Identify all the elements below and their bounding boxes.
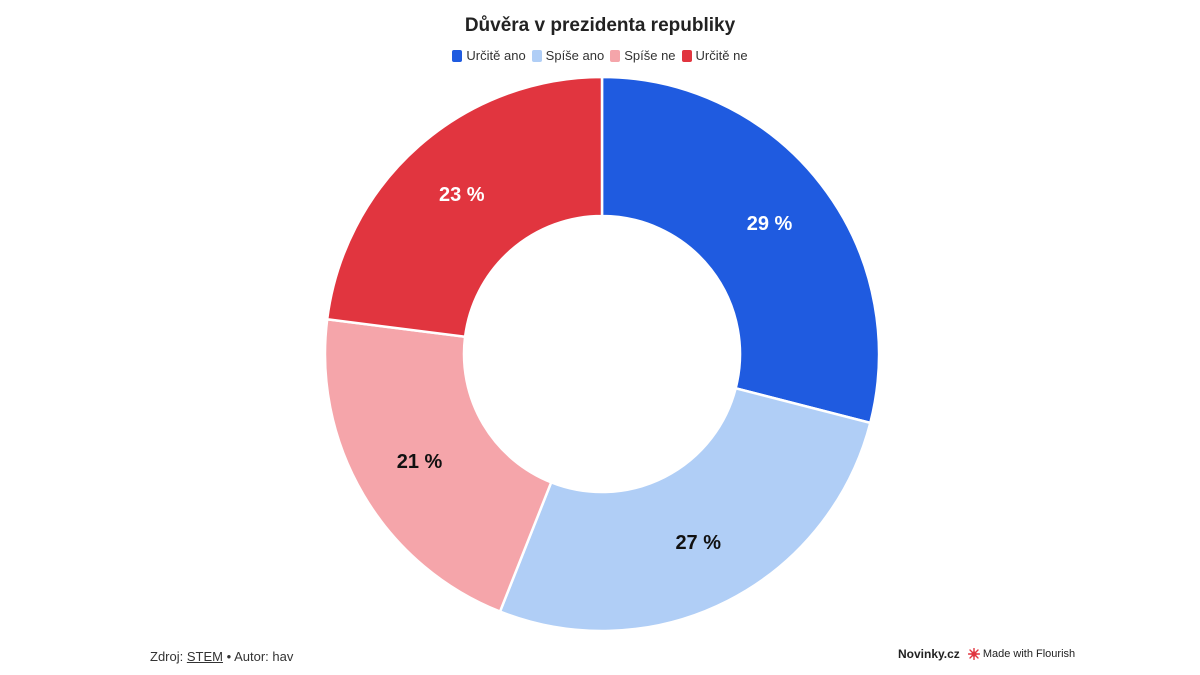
legend-label: Spíše ano: [545, 48, 605, 63]
slice-value-label-0: 29 %: [747, 213, 793, 235]
legend-label: Určitě ano: [466, 48, 526, 63]
legend-swatch: [452, 49, 463, 62]
donut-slice-3[interactable]: [325, 75, 604, 339]
source-link[interactable]: STEM: [186, 649, 223, 664]
legend: Určitě ano Spíše ano Spíše ne Určitě ne: [0, 48, 1200, 63]
brand-logo[interactable]: Novinky.cz: [898, 647, 960, 661]
slice-value-label-1: 27 %: [675, 532, 721, 554]
donut-slice-0[interactable]: [600, 75, 881, 425]
flourish-link[interactable]: Made with Flourish: [967, 648, 1076, 660]
slice-value-label-3: 23 %: [439, 184, 485, 206]
separator: •: [226, 649, 232, 664]
legend-item-urcite-ne[interactable]: Určitě ne: [681, 48, 748, 63]
legend-item-spise-ne[interactable]: Spíše ne: [610, 48, 676, 63]
legend-label: Určitě ne: [695, 48, 748, 63]
donut-slice-2[interactable]: [323, 317, 553, 614]
legend-item-urcite-ano[interactable]: Určitě ano: [452, 48, 526, 63]
legend-swatch: [681, 49, 692, 62]
flourish-icon: [967, 648, 980, 660]
flourish-label: Made with Flourish: [982, 648, 1076, 660]
legend-item-spise-ano[interactable]: Spíše ano: [531, 48, 605, 63]
footer-source: Zdroj: STEM • Autor: hav: [150, 649, 293, 664]
slice-value-label-2: 21 %: [397, 451, 443, 473]
chart-title: Důvěra v prezidenta republiky: [464, 15, 736, 36]
source-prefix: Zdroj:: [150, 649, 184, 664]
legend-swatch: [531, 49, 542, 62]
footer-brand: Novinky.cz Made with Flourish: [898, 647, 1075, 661]
legend-label: Spíše ne: [624, 48, 676, 63]
author-label: Autor: hav: [234, 649, 294, 664]
legend-swatch: [610, 49, 621, 62]
donut-slice-1[interactable]: [498, 386, 872, 633]
